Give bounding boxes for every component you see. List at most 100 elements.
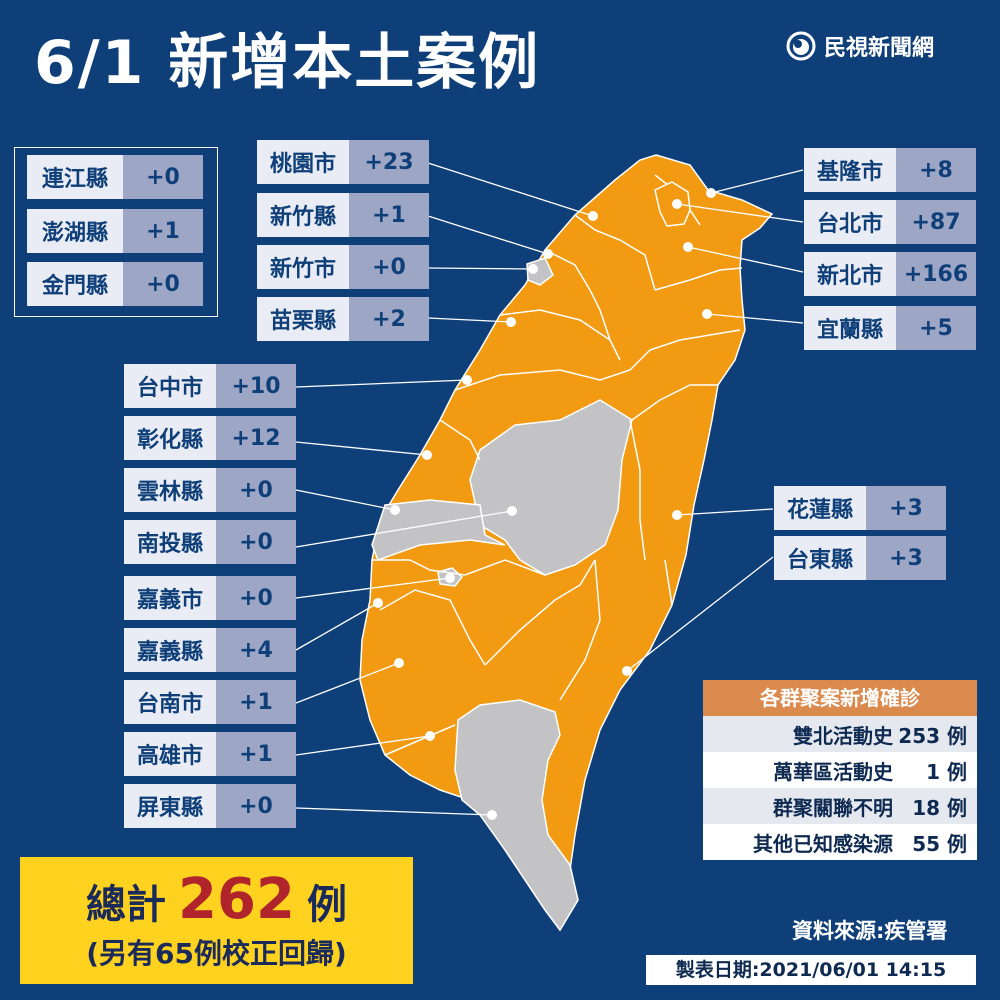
label-value: +0 xyxy=(216,784,296,828)
total-note: (另有65例校正回歸) xyxy=(86,937,347,970)
label-taitung: 台東縣 +3 xyxy=(774,536,946,580)
label-name: 台北市 xyxy=(804,200,896,244)
label-tainan: 台南市 +1 xyxy=(124,680,296,724)
brand-name: 民視新聞網 xyxy=(824,36,935,61)
cluster-stats-value: 55 例 xyxy=(912,831,967,856)
nantou-county-area xyxy=(469,399,633,576)
label-chiayi-city: 嘉義市 +0 xyxy=(124,576,296,620)
cluster-stats-value: 18 例 xyxy=(912,795,967,820)
label-kaohsiung: 高雄市 +1 xyxy=(124,732,296,776)
label-name: 雲林縣 xyxy=(124,468,216,512)
label-name: 桃園市 xyxy=(257,140,349,184)
cluster-stats-label: 萬華區活動史 xyxy=(773,759,893,784)
label-penghu: 澎湖縣 +1 xyxy=(27,209,203,253)
outlying-islands-box xyxy=(14,147,218,317)
label-value: +0 xyxy=(123,262,203,306)
total-suffix: 例 xyxy=(306,882,347,928)
cluster-stats-label: 雙北活動史 xyxy=(793,723,893,748)
label-value: +1 xyxy=(123,209,203,253)
label-changhua: 彰化縣 +12 xyxy=(124,416,296,460)
label-value: +0 xyxy=(349,245,429,289)
label-chiayi-county: 嘉義縣 +4 xyxy=(124,628,296,672)
label-name: 南投縣 xyxy=(124,520,216,564)
label-value: +3 xyxy=(866,536,946,580)
brand-logo-icon xyxy=(786,31,816,61)
label-value: +0 xyxy=(216,468,296,512)
label-nantou: 南投縣 +0 xyxy=(124,520,296,564)
label-new-taipei: 新北市 +166 xyxy=(804,252,976,296)
label-value: +3 xyxy=(866,486,946,530)
label-name: 花蓮縣 xyxy=(774,486,866,530)
cluster-stats-header: 各群聚案新增確診 xyxy=(703,680,977,716)
county-dots xyxy=(373,188,716,820)
cluster-stats-value: 253 例 xyxy=(898,723,967,748)
cluster-stats-row: 其他已知感染源 55 例 xyxy=(703,824,977,860)
label-name: 澎湖縣 xyxy=(27,209,123,253)
cluster-stats-table: 各群聚案新增確診 雙北活動史 253 例 萬華區活動史 1 例 群聚關聯不明 1… xyxy=(703,680,977,860)
label-name: 台東縣 xyxy=(774,536,866,580)
label-value: +23 xyxy=(349,140,429,184)
label-value: +1 xyxy=(216,732,296,776)
label-value: +166 xyxy=(896,252,976,296)
label-value: +10 xyxy=(216,364,296,408)
label-lienchiang: 連江縣 +0 xyxy=(27,155,203,199)
made-date: 製表日期:2021/06/01 14:15 xyxy=(646,955,976,985)
cluster-stats-value: 1 例 xyxy=(926,759,967,784)
label-name: 苗栗縣 xyxy=(257,297,349,341)
label-value: +2 xyxy=(349,297,429,341)
label-hsinchu-city: 新竹市 +0 xyxy=(257,245,429,289)
label-value: +1 xyxy=(349,193,429,237)
label-pingtung: 屏東縣 +0 xyxy=(124,784,296,828)
cluster-stats-row: 雙北活動史 253 例 xyxy=(703,716,977,752)
label-name: 台南市 xyxy=(124,680,216,724)
label-name: 屏東縣 xyxy=(124,784,216,828)
label-name: 新竹市 xyxy=(257,245,349,289)
label-name: 彰化縣 xyxy=(124,416,216,460)
label-name: 基隆市 xyxy=(804,148,896,192)
label-yunlin: 雲林縣 +0 xyxy=(124,468,296,512)
label-name: 宜蘭縣 xyxy=(804,306,896,350)
label-name: 嘉義市 xyxy=(124,576,216,620)
label-name: 新竹縣 xyxy=(257,193,349,237)
label-value: +87 xyxy=(896,200,976,244)
total-prefix: 總計 xyxy=(86,882,167,928)
label-value: +12 xyxy=(216,416,296,460)
page-title: 6/1 新增本土案例 xyxy=(34,28,541,98)
data-source: 資料來源:疾管署 xyxy=(792,919,948,943)
label-name: 新北市 xyxy=(804,252,896,296)
label-name: 嘉義縣 xyxy=(124,628,216,672)
label-yilan: 宜蘭縣 +5 xyxy=(804,306,976,350)
cluster-stats-row: 群聚關聯不明 18 例 xyxy=(703,788,977,824)
total-line: 總計 262 例 xyxy=(20,867,413,932)
label-name: 高雄市 xyxy=(124,732,216,776)
label-kinmen: 金門縣 +0 xyxy=(27,262,203,306)
cluster-stats-rows: 雙北活動史 253 例 萬華區活動史 1 例 群聚關聯不明 18 例 其他已知感… xyxy=(703,716,977,860)
label-taichung: 台中市 +10 xyxy=(124,364,296,408)
cluster-stats-label: 其他已知感染源 xyxy=(753,831,893,856)
label-hsinchu-county: 新竹縣 +1 xyxy=(257,193,429,237)
brand: 民視新聞網 xyxy=(786,30,934,62)
label-keelung: 基隆市 +8 xyxy=(804,148,976,192)
label-value: +8 xyxy=(896,148,976,192)
label-value: +0 xyxy=(123,155,203,199)
label-value: +4 xyxy=(216,628,296,672)
leader-lines xyxy=(295,162,804,816)
label-miaoli: 苗栗縣 +2 xyxy=(257,297,429,341)
label-value: +5 xyxy=(896,306,976,350)
label-hualien: 花蓮縣 +3 xyxy=(774,486,946,530)
label-value: +0 xyxy=(216,520,296,564)
label-name: 連江縣 xyxy=(27,155,123,199)
total-number: 262 xyxy=(178,867,295,932)
label-taipei: 台北市 +87 xyxy=(804,200,976,244)
total-box: 總計 262 例 (另有65例校正回歸) xyxy=(20,857,413,984)
cluster-stats-row: 萬華區活動史 1 例 xyxy=(703,752,977,788)
cluster-stats-label: 群聚關聯不明 xyxy=(773,795,893,820)
label-value: +0 xyxy=(216,576,296,620)
pingtung-county-area xyxy=(454,699,579,932)
label-name: 台中市 xyxy=(124,364,216,408)
label-value: +1 xyxy=(216,680,296,724)
label-taoyuan: 桃園市 +23 xyxy=(257,140,429,184)
yunlin-county-area xyxy=(371,499,506,561)
